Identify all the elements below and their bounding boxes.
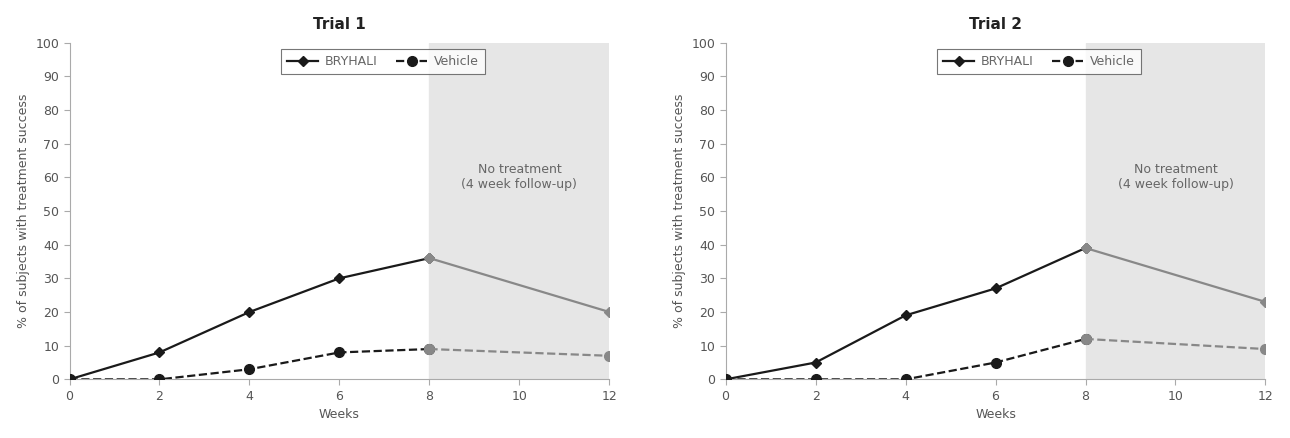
Bar bbox=[430, 42, 609, 379]
Y-axis label: % of subjects with treatment success: % of subjects with treatment success bbox=[673, 94, 686, 328]
Bar bbox=[1085, 42, 1265, 379]
Title: Trial 2: Trial 2 bbox=[969, 17, 1022, 32]
X-axis label: Weeks: Weeks bbox=[319, 408, 360, 421]
Title: Trial 1: Trial 1 bbox=[313, 17, 366, 32]
Text: No treatment
(4 week follow-up): No treatment (4 week follow-up) bbox=[1117, 163, 1233, 191]
Y-axis label: % of subjects with treatment success: % of subjects with treatment success bbox=[17, 94, 30, 328]
Text: No treatment
(4 week follow-up): No treatment (4 week follow-up) bbox=[462, 163, 578, 191]
Legend: BRYHALI, Vehicle: BRYHALI, Vehicle bbox=[937, 49, 1140, 74]
Legend: BRYHALI, Vehicle: BRYHALI, Vehicle bbox=[281, 49, 485, 74]
X-axis label: Weeks: Weeks bbox=[975, 408, 1017, 421]
